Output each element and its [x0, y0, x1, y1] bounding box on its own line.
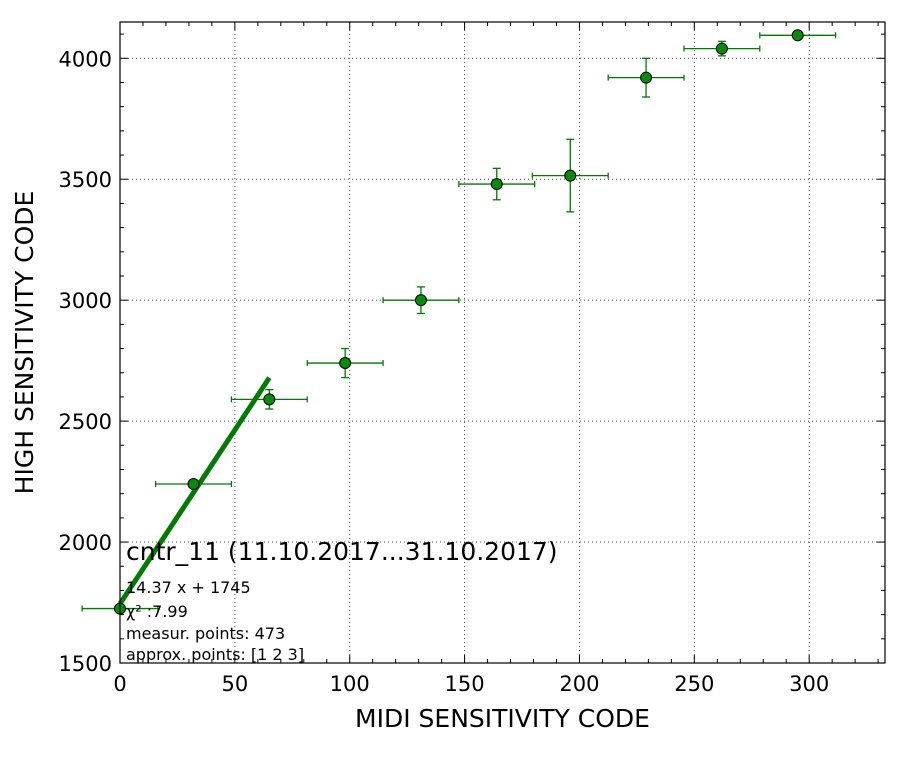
data-point: [791, 29, 804, 42]
y-tick-label: 2000: [59, 531, 112, 555]
fit-annotation: cntr_11 (11.10.2017...31.10.2017) 14.37 …: [126, 537, 558, 664]
y-tick-label: 3500: [59, 168, 112, 192]
data-point-group: [607, 57, 685, 98]
data-point: [715, 42, 728, 55]
data-point-group: [683, 40, 761, 57]
axis-ticks: [119, 22, 885, 664]
data-point-group: [458, 167, 536, 201]
annotation-approx-points: approx. points: [1 2 3]: [126, 645, 304, 664]
data-point: [187, 478, 200, 491]
plot-area-frame: [119, 21, 886, 664]
x-tick-label: 250: [674, 672, 714, 696]
x-tick-label: 300: [789, 672, 829, 696]
annotation-title: cntr_11 (11.10.2017...31.10.2017): [126, 537, 558, 566]
fit-line: [117, 376, 272, 606]
data-point-group: [382, 286, 460, 315]
data-points-layer: [81, 29, 837, 615]
data-point-group: [531, 138, 609, 213]
x-tick-label: 100: [330, 672, 370, 696]
data-point-group: [230, 389, 308, 410]
tick-labels: 0 50 100 150 200 250 300 1500 2000 2500 3000 3500 40…: [59, 47, 830, 696]
data-point-group: [759, 29, 837, 42]
annotation-chi-square: χ² :7.99: [126, 602, 188, 621]
y-tick-label: 1500: [59, 652, 112, 676]
data-point-group: [306, 347, 384, 379]
y-tick-label: 3000: [59, 289, 112, 313]
y-tick-label: 2500: [59, 410, 112, 434]
fit-line-layer: [117, 376, 272, 606]
data-point: [339, 357, 352, 370]
data-point: [564, 169, 577, 182]
x-tick-label: 200: [559, 672, 599, 696]
y-axis-title: HIGH SENSITIVITY CODE: [10, 191, 39, 495]
data-point: [640, 71, 653, 84]
x-tick-label: 150: [445, 672, 485, 696]
y-tick-label: 4000: [59, 47, 112, 71]
data-point: [490, 178, 503, 191]
grid-lines: [120, 22, 885, 663]
annotation-measured-points: measur. points: 473: [126, 624, 285, 643]
annotation-fit-equation: 14.37 x + 1745: [126, 578, 251, 597]
x-tick-label: 0: [113, 672, 126, 696]
data-point-group: [154, 478, 233, 491]
x-axis-title: MIDI SENSITIVITY CODE: [355, 704, 650, 733]
data-point: [263, 393, 276, 406]
data-point: [414, 294, 427, 307]
x-tick-label: 50: [221, 672, 248, 696]
